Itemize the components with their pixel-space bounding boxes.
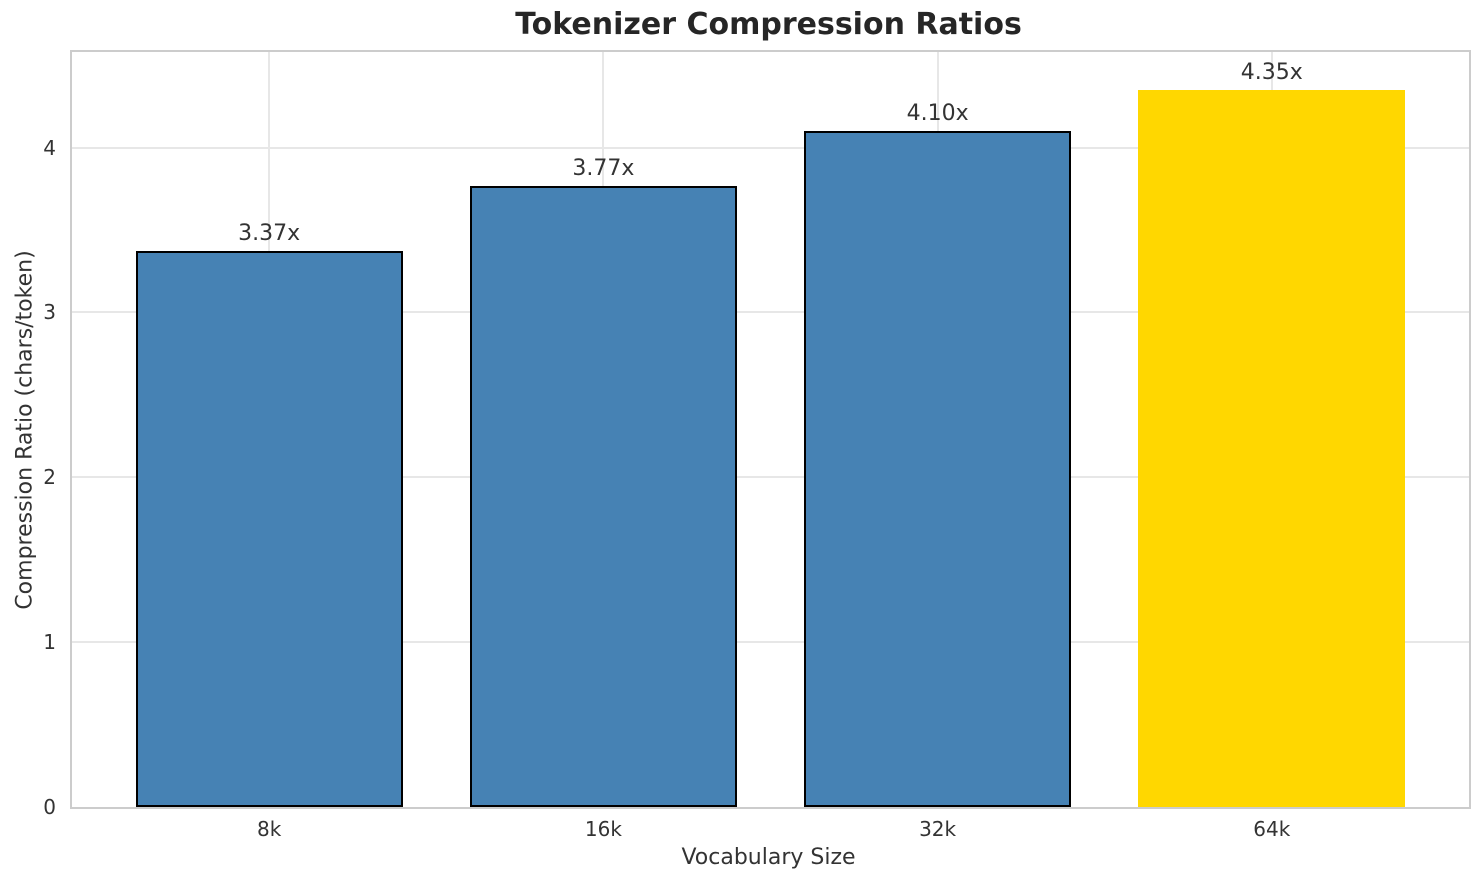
bar-value-label: 3.77x bbox=[572, 155, 635, 181]
y-tick-label: 1 bbox=[43, 630, 56, 655]
x-tick-label: 64k bbox=[1253, 817, 1291, 841]
y-tick-label: 4 bbox=[43, 135, 56, 160]
y-gridline bbox=[72, 311, 1469, 314]
bar-64k bbox=[1138, 89, 1406, 807]
bar-value-label: 4.35x bbox=[1240, 59, 1303, 85]
bar-8k bbox=[135, 251, 403, 807]
bar-value-label: 4.10x bbox=[906, 101, 969, 127]
chart-title: Tokenizer Compression Ratios bbox=[515, 7, 1022, 42]
bar-value-label: 3.37x bbox=[238, 221, 301, 247]
y-gridline bbox=[72, 476, 1469, 479]
bar-16k bbox=[469, 185, 738, 807]
y-gridline bbox=[72, 146, 1469, 149]
y-tick-label: 0 bbox=[43, 795, 56, 819]
plot-area: 0 1 2 3 4 3.37x 8k 3.77x 16k 4.10x 32k 4.35x 64k bbox=[43, 50, 1471, 841]
y-tick-label: 3 bbox=[43, 300, 56, 325]
y-gridline bbox=[72, 641, 1469, 644]
x-tick-label: 32k bbox=[919, 817, 957, 841]
bar-32k bbox=[803, 131, 1072, 807]
x-axis-label: Vocabulary Size bbox=[681, 845, 856, 870]
x-tick-label: 8k bbox=[257, 817, 282, 841]
x-tick-label: 16k bbox=[584, 817, 622, 841]
y-tick-label: 2 bbox=[43, 465, 56, 490]
